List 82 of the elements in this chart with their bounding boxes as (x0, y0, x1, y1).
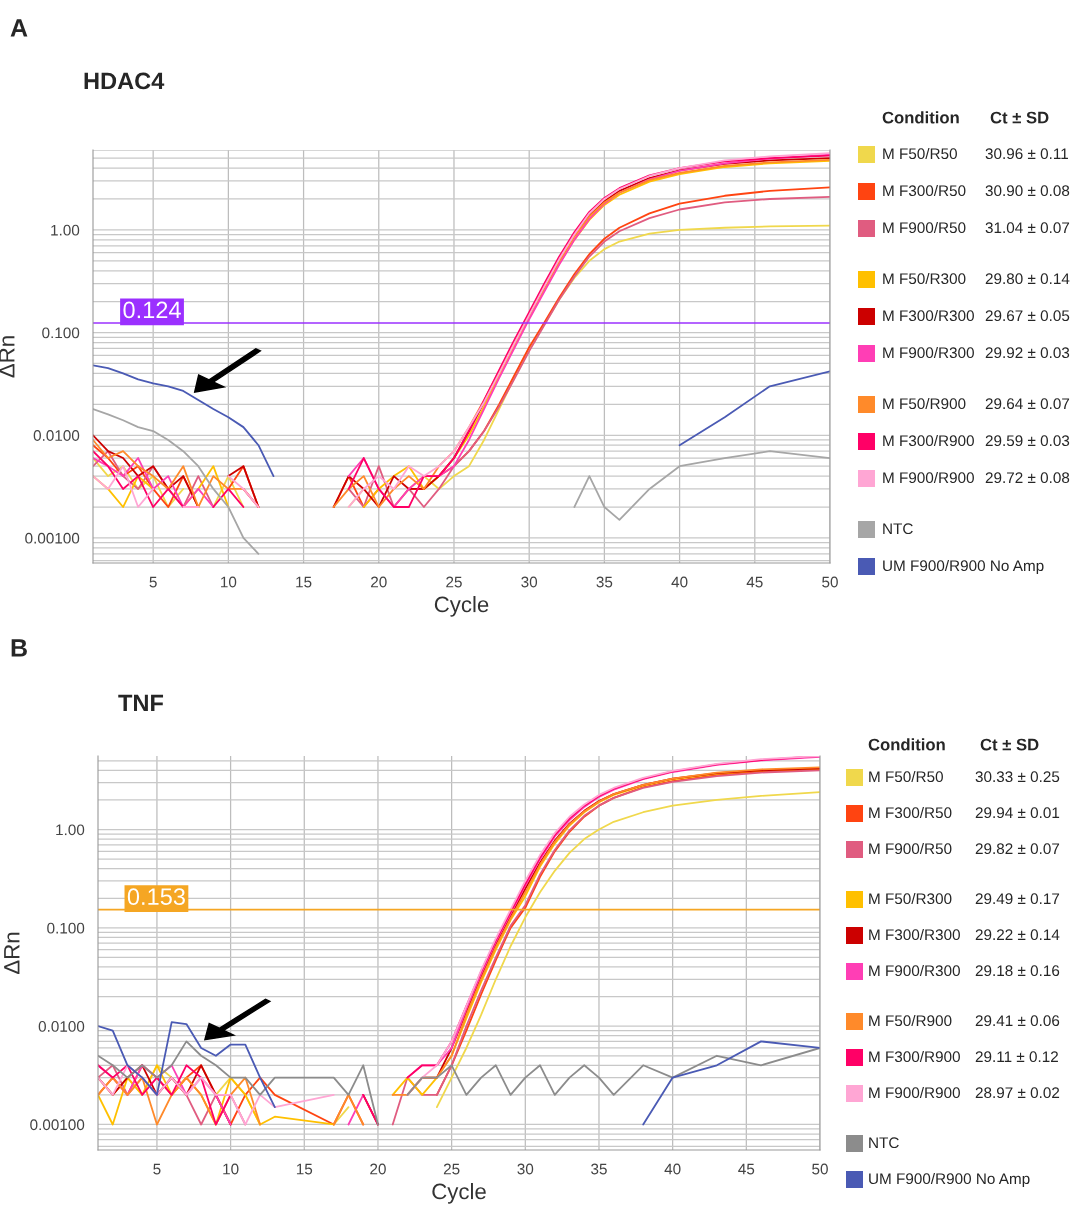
legend-label: M F50/R900 (869, 1014, 952, 1027)
y-tick-label: 0.0100 (33, 430, 80, 441)
x-tick-label: 20 (371, 576, 387, 588)
x-tick-label: 25 (443, 1163, 460, 1175)
text: Condition (882, 111, 959, 124)
ref-line-label: 0.153 (127, 888, 185, 906)
text: 29.80 ± 0.14 (985, 273, 1070, 285)
text: 30.33 ± 0.25 (975, 771, 1060, 783)
y-tick-label: 1.00 (56, 824, 85, 836)
chart-title: HDAC4 (84, 72, 165, 90)
x-tick-label: 35 (591, 1163, 607, 1175)
ref-line-label: 0.124 (123, 301, 181, 319)
y-axis-title: ΔRn (0, 336, 15, 378)
legend-label: M F300/R50 (883, 184, 966, 197)
chart-title: TNF (118, 694, 164, 712)
legend-label: M F300/R900 (883, 434, 974, 447)
y-axis-title: ΔRn (4, 932, 20, 974)
text: 29.18 ± 0.16 (975, 965, 1060, 977)
text: 29.67 ± 0.05 (985, 310, 1070, 322)
legend-label: M F300/R300 (883, 309, 974, 322)
legend-label: NTC (869, 1137, 899, 1149)
legend-label: NTC (883, 523, 913, 535)
x-tick-label: 40 (671, 576, 688, 588)
text: Ct ± SD (990, 111, 1049, 124)
text: 29.49 ± 0.17 (975, 893, 1060, 905)
text: A (10, 19, 28, 37)
text: 29.64 ± 0.07 (985, 398, 1070, 410)
x-tick-label: 45 (738, 1163, 755, 1175)
y-tick-label: 0.100 (47, 922, 85, 934)
x-tick-label: 30 (521, 576, 538, 588)
x-tick-label: 40 (664, 1163, 681, 1175)
legend-label: M F50/R300 (869, 892, 952, 905)
x-tick-label: 35 (596, 576, 613, 588)
text: 29.94 ± 0.01 (975, 807, 1060, 819)
legend-label: M F300/R300 (869, 928, 960, 941)
legend-label: M F900/R900 (869, 1086, 960, 1099)
text: 28.97 ± 0.02 (975, 1087, 1060, 1099)
x-axis-title: Cycle (434, 595, 489, 617)
x-tick-label: 10 (223, 1163, 239, 1175)
y-tick-label: 1.00 (51, 224, 80, 236)
legend-label: M F50/R50 (869, 770, 943, 783)
legend-label: M F900/R900 (883, 471, 974, 484)
x-tick-label: 20 (370, 1163, 386, 1175)
legend-label: M F50/R50 (883, 147, 957, 160)
text: 30.90 ± 0.08 (985, 185, 1070, 197)
x-tick-label: 10 (221, 576, 237, 588)
legend-label: M F900/R50 (883, 221, 966, 234)
legend-label: UM F900/R900 No Amp (883, 559, 1044, 575)
x-tick-label: 45 (746, 576, 763, 588)
text: 29.41 ± 0.06 (975, 1015, 1060, 1027)
legend-label: M F50/R300 (883, 272, 966, 285)
x-axis-title: Cycle (432, 1182, 486, 1204)
legend-label: M F900/R300 (869, 964, 960, 977)
text: 29.22 ± 0.14 (975, 929, 1060, 941)
text: 31.04 ± 0.07 (985, 222, 1070, 234)
text: 29.92 ± 0.03 (985, 347, 1070, 359)
text: 29.82 ± 0.07 (975, 843, 1060, 855)
text: 30.96 ± 0.11 (985, 148, 1068, 160)
y-tick-label: 0.100 (42, 327, 80, 339)
text: 29.59 ± 0.03 (985, 435, 1070, 447)
x-tick-label: 5 (149, 576, 157, 588)
y-tick-label: 0.00100 (30, 1119, 85, 1131)
text: 29.11 ± 0.12 (975, 1051, 1058, 1063)
x-tick-label: 15 (296, 1163, 313, 1175)
text: B (11, 639, 27, 657)
text: Condition (868, 738, 945, 751)
text: Ct ± SD (980, 738, 1039, 751)
y-tick-label: 0.00100 (25, 532, 80, 544)
x-tick-label: 15 (296, 576, 312, 588)
legend-label: M F300/R50 (869, 806, 952, 819)
x-tick-label: 30 (517, 1163, 534, 1175)
legend-label: M F900/R50 (869, 842, 952, 855)
legend-label: M F50/R900 (883, 397, 966, 410)
x-tick-label: 50 (812, 1163, 828, 1175)
text: 29.72 ± 0.08 (985, 472, 1070, 484)
y-tick-label: 0.0100 (38, 1021, 85, 1032)
legend-label: UM F900/R900 No Amp (869, 1172, 1030, 1188)
legend-label: M F300/R900 (869, 1050, 960, 1063)
x-tick-label: 5 (153, 1163, 161, 1175)
x-tick-label: 50 (822, 576, 838, 588)
x-tick-label: 25 (446, 576, 462, 588)
legend-label: M F900/R300 (883, 346, 974, 359)
